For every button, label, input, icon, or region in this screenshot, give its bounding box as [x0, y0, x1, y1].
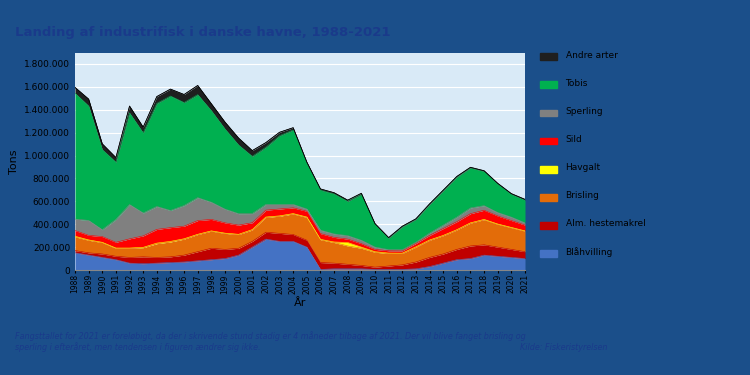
Text: Sild: Sild: [566, 135, 582, 144]
Text: Kilde: Fiskeristyrelsen: Kilde: Fiskeristyrelsen: [520, 344, 608, 352]
X-axis label: År: År: [294, 298, 306, 308]
Text: Fangsttallet for 2021 er foreløbigt, da der i skrivende stund stadig er 4 månede: Fangsttallet for 2021 er foreløbigt, da …: [15, 331, 526, 352]
Text: Andre arter: Andre arter: [566, 51, 617, 60]
Text: Sperling: Sperling: [566, 107, 603, 116]
Text: Alm. hestemakrel: Alm. hestemakrel: [566, 219, 645, 228]
Text: Brisling: Brisling: [566, 191, 599, 200]
Text: Landing af industrifisk i danske havne, 1988-2021: Landing af industrifisk i danske havne, …: [15, 26, 391, 39]
Y-axis label: Tons: Tons: [8, 149, 19, 174]
Text: Blåhvilling: Blåhvilling: [566, 247, 613, 257]
Text: Havgalt: Havgalt: [566, 163, 601, 172]
Text: Tobis: Tobis: [566, 79, 588, 88]
